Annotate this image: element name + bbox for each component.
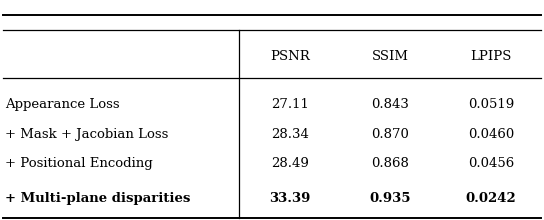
Text: 0.0456: 0.0456	[468, 157, 514, 170]
Text: 0.0519: 0.0519	[468, 98, 514, 111]
Text: 28.34: 28.34	[271, 128, 308, 141]
Text: + Multi-plane disparities: + Multi-plane disparities	[5, 191, 191, 205]
Text: + Positional Encoding: + Positional Encoding	[5, 157, 153, 170]
Text: 0.0242: 0.0242	[466, 191, 516, 205]
Text: 0.935: 0.935	[369, 191, 411, 205]
Text: + Mask + Jacobian Loss: + Mask + Jacobian Loss	[5, 128, 169, 141]
Text: 0.870: 0.870	[372, 128, 409, 141]
Text: 0.0460: 0.0460	[468, 128, 514, 141]
Text: 27.11: 27.11	[271, 98, 308, 111]
Text: LPIPS: LPIPS	[470, 50, 512, 63]
Text: 28.49: 28.49	[271, 157, 308, 170]
Text: 0.843: 0.843	[372, 98, 409, 111]
Text: PSNR: PSNR	[270, 50, 310, 63]
Text: 0.868: 0.868	[372, 157, 409, 170]
Text: 33.39: 33.39	[269, 191, 311, 205]
Text: Appearance Loss: Appearance Loss	[5, 98, 120, 111]
Text: SSIM: SSIM	[372, 50, 409, 63]
